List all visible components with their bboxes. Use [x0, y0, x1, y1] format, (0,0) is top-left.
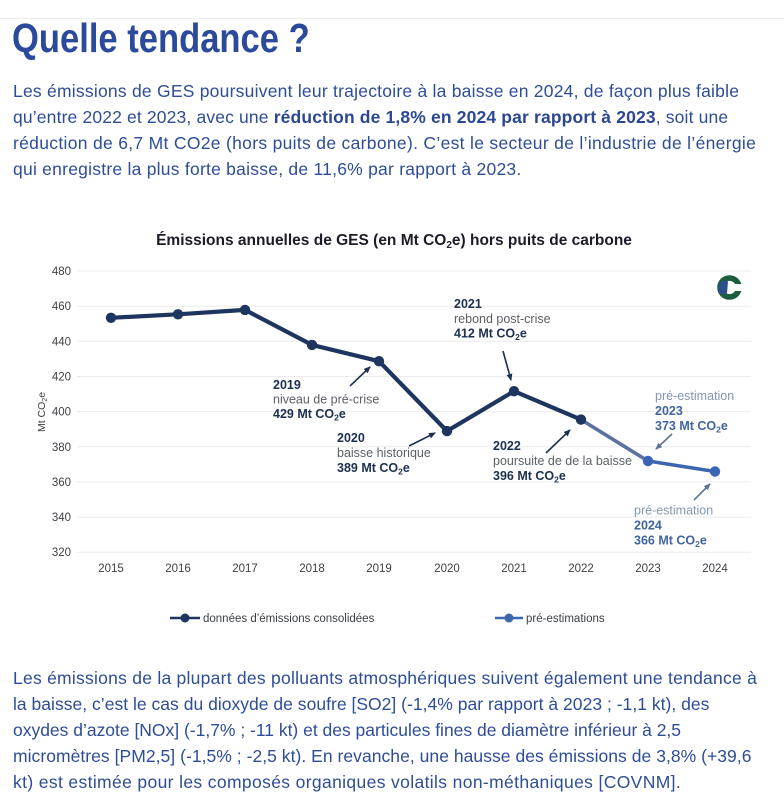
- svg-text:2021: 2021: [454, 297, 482, 311]
- svg-text:400: 400: [52, 407, 71, 419]
- svg-text:2019: 2019: [366, 563, 392, 575]
- svg-text:pré-estimations: pré-estimations: [526, 613, 605, 625]
- svg-text:Émissions annuelles de GES (en: Émissions annuelles de GES (en Mt CO2e) …: [156, 232, 632, 251]
- svg-text:480: 480: [52, 266, 71, 278]
- svg-text:366 Mt CO2e: 366 Mt CO2e: [634, 534, 707, 550]
- svg-text:2016: 2016: [165, 563, 191, 575]
- svg-text:2023: 2023: [635, 563, 661, 575]
- svg-text:340: 340: [52, 512, 71, 524]
- svg-text:poursuite de de la baisse: poursuite de de la baisse: [493, 454, 632, 468]
- svg-text:389 Mt CO2e: 389 Mt CO2e: [337, 461, 410, 477]
- svg-text:2017: 2017: [232, 563, 258, 575]
- svg-text:380: 380: [52, 442, 71, 454]
- svg-text:2023: 2023: [655, 404, 683, 418]
- svg-text:données d’émissions consolidée: données d’émissions consolidées: [203, 613, 375, 625]
- svg-text:460: 460: [52, 301, 71, 313]
- svg-text:baisse historique: baisse historique: [337, 446, 431, 460]
- svg-text:2020: 2020: [337, 431, 365, 445]
- svg-text:2015: 2015: [98, 563, 124, 575]
- svg-text:pré-estimation: pré-estimation: [655, 389, 734, 403]
- svg-text:2022: 2022: [568, 563, 594, 575]
- svg-text:rebond post-crise: rebond post-crise: [454, 312, 551, 326]
- svg-text:2019: 2019: [273, 378, 301, 392]
- svg-text:pré-estimation: pré-estimation: [634, 504, 713, 518]
- svg-text:2021: 2021: [501, 563, 527, 575]
- svg-text:420: 420: [52, 372, 71, 384]
- svg-text:Mt CO2e: Mt CO2e: [36, 392, 49, 432]
- svg-text:niveau de pré-crise: niveau de pré-crise: [273, 393, 379, 407]
- svg-text:320: 320: [52, 547, 71, 559]
- svg-text:440: 440: [52, 336, 71, 348]
- svg-text:2020: 2020: [434, 563, 460, 575]
- svg-text:360: 360: [52, 477, 71, 489]
- svg-text:2022: 2022: [493, 439, 521, 453]
- svg-text:412 Mt CO2e: 412 Mt CO2e: [454, 327, 527, 343]
- svg-text:2018: 2018: [299, 563, 325, 575]
- svg-text:2024: 2024: [702, 563, 728, 575]
- svg-text:373 Mt CO2e: 373 Mt CO2e: [655, 419, 728, 435]
- svg-text:2024: 2024: [634, 519, 662, 533]
- svg-text:429 Mt CO2e: 429 Mt CO2e: [273, 407, 346, 423]
- svg-text:396 Mt CO2e: 396 Mt CO2e: [493, 469, 566, 485]
